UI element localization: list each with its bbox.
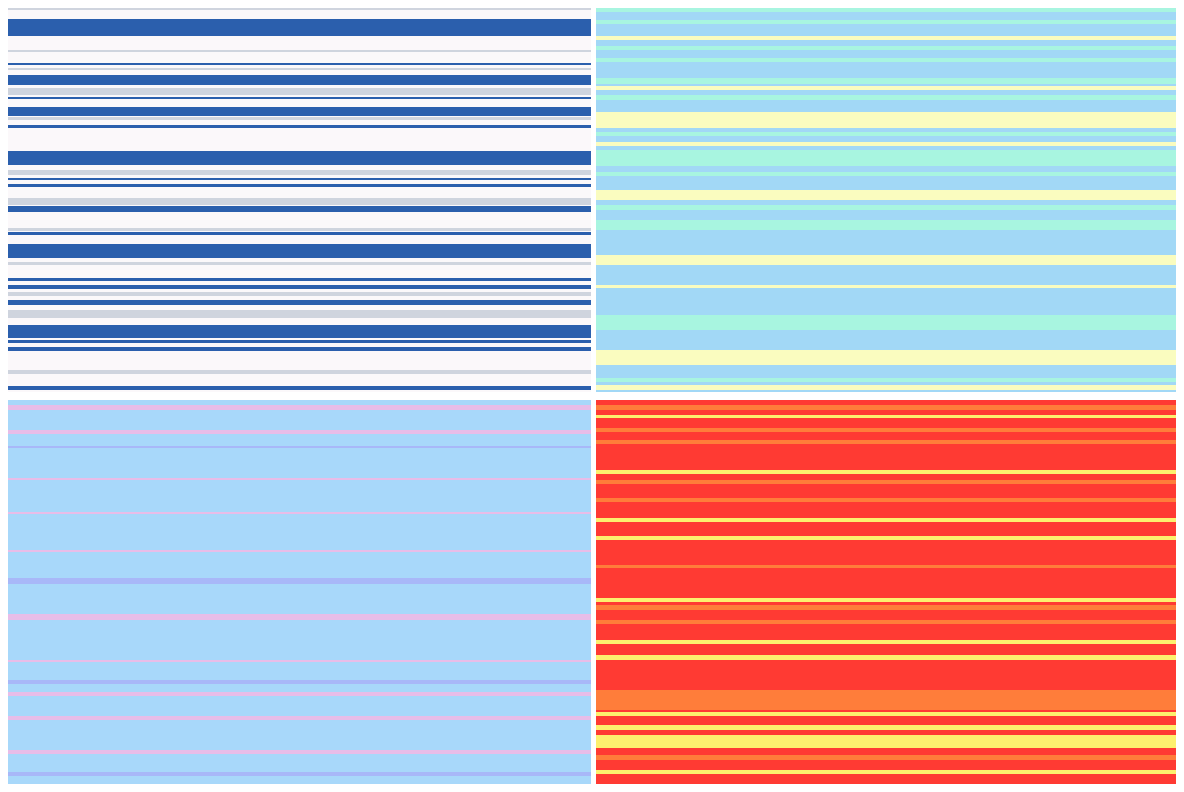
stripe — [596, 46, 1176, 50]
stripe — [596, 112, 1176, 128]
stripe — [596, 190, 1176, 200]
stripe — [8, 75, 591, 85]
stripe — [596, 255, 1176, 265]
stripe — [8, 68, 591, 70]
stripe — [8, 370, 591, 374]
stripe — [8, 285, 591, 289]
stripe — [596, 470, 1176, 474]
stripe — [8, 430, 591, 434]
stripe — [8, 300, 591, 305]
stripe — [596, 770, 1176, 774]
stripe — [596, 598, 1176, 602]
stripe — [8, 340, 591, 343]
stripe — [8, 50, 591, 52]
stripe — [596, 415, 1176, 418]
stripe — [596, 172, 1176, 176]
stripe — [8, 178, 591, 180]
stripe — [8, 117, 591, 120]
stripe — [8, 88, 591, 95]
stripe — [596, 8, 1176, 12]
stripe — [8, 680, 591, 684]
stripe — [596, 428, 1176, 432]
stripe-panel — [596, 400, 1176, 784]
stripe — [596, 518, 1176, 522]
stripe — [596, 86, 1176, 90]
stripe — [596, 725, 1176, 730]
stripe — [8, 262, 591, 265]
stripe — [8, 8, 591, 10]
stripe — [8, 660, 591, 662]
stripe — [596, 378, 1176, 382]
stripe — [596, 20, 1176, 24]
stripe — [596, 405, 1176, 410]
stripe — [8, 325, 591, 338]
stripe — [8, 107, 591, 116]
stripe — [596, 350, 1176, 365]
stripe — [8, 550, 591, 552]
stripe — [596, 36, 1176, 40]
stripe — [596, 142, 1176, 146]
stripe — [8, 232, 591, 235]
stripe — [8, 151, 591, 165]
stripe — [596, 58, 1176, 62]
stripe — [596, 220, 1176, 230]
stripe — [596, 95, 1176, 100]
stripe — [8, 292, 591, 296]
stripe — [8, 614, 591, 620]
stripe — [8, 97, 591, 99]
stripe — [8, 405, 591, 410]
stripe — [596, 605, 1176, 610]
stripe — [8, 19, 591, 36]
stripe — [8, 278, 591, 281]
stripe — [596, 440, 1176, 444]
stripe-panel — [8, 8, 591, 392]
stripe — [596, 735, 1176, 748]
stripe — [8, 244, 591, 258]
stripe — [8, 772, 591, 776]
stripe-panel — [596, 8, 1176, 392]
stripe-panel — [8, 400, 591, 784]
stripe — [8, 198, 591, 205]
stripe — [596, 480, 1176, 484]
stripe — [596, 655, 1176, 660]
stripe — [8, 512, 591, 514]
stripe — [596, 315, 1176, 330]
stripe — [596, 755, 1176, 760]
stripe — [596, 498, 1176, 502]
stripe — [8, 578, 591, 584]
stripe — [8, 125, 591, 128]
stripe — [8, 446, 591, 448]
stripe — [8, 478, 591, 480]
stripe — [596, 690, 1176, 710]
stripe — [596, 536, 1176, 540]
stripe — [596, 150, 1176, 166]
stripe — [8, 347, 591, 351]
panel-background — [596, 400, 1176, 784]
stripe — [596, 132, 1176, 136]
stripe — [8, 310, 591, 318]
stripe — [8, 184, 591, 187]
stripe — [8, 206, 591, 212]
stripe — [596, 565, 1176, 568]
stripe — [8, 692, 591, 696]
stripe — [8, 63, 591, 65]
stripe — [596, 640, 1176, 644]
stripe — [596, 620, 1176, 624]
stripe — [8, 170, 591, 175]
stripe — [596, 285, 1176, 288]
stripe — [8, 386, 591, 390]
panel-background — [8, 400, 591, 784]
stripe — [596, 385, 1176, 390]
stripe — [8, 716, 591, 720]
stripe — [8, 750, 591, 754]
stripe — [8, 228, 591, 231]
stripe — [596, 712, 1176, 716]
stripe — [596, 78, 1176, 84]
stripe — [596, 205, 1176, 210]
